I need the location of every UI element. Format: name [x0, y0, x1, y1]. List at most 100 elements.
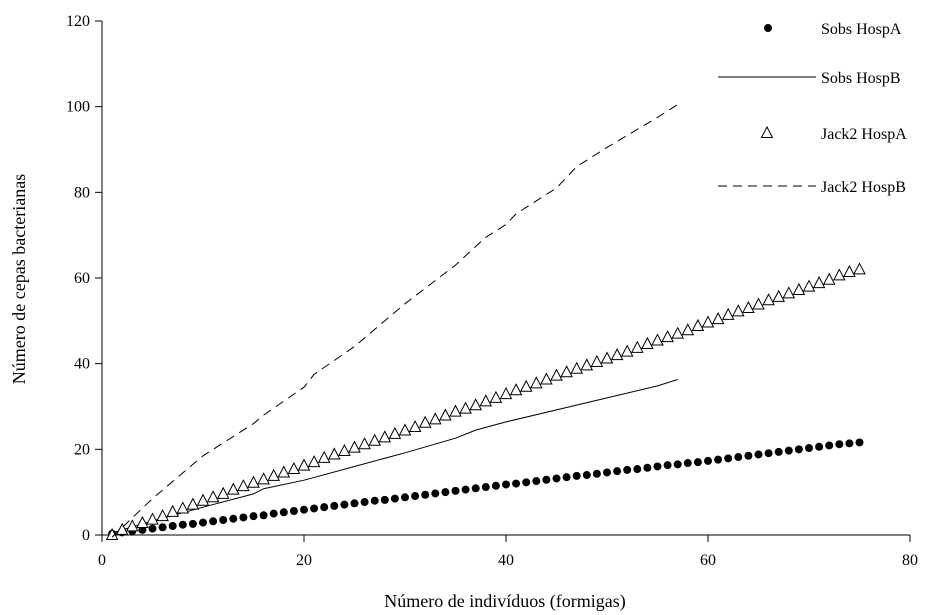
- data-point: [651, 333, 664, 346]
- data-point: [633, 465, 642, 474]
- data-point: [317, 450, 331, 463]
- data-point: [843, 264, 856, 278]
- data-point: [390, 494, 399, 503]
- data-point: [166, 504, 180, 517]
- data-point: [661, 330, 674, 343]
- data-point: [794, 445, 803, 454]
- y-tick-label: 20: [74, 441, 90, 458]
- data-point: [176, 501, 190, 514]
- data-point: [380, 495, 389, 504]
- data-point: [711, 312, 725, 325]
- data-point: [408, 419, 422, 433]
- data-point: [853, 262, 866, 275]
- data-point: [512, 479, 521, 488]
- data-point: [701, 315, 715, 328]
- series-jack2-hospb: [111, 104, 678, 538]
- data-point: [451, 486, 460, 495]
- data-point: [610, 348, 624, 361]
- data-point: [529, 376, 543, 389]
- data-point: [491, 481, 500, 490]
- data-point: [360, 498, 369, 507]
- data-point: [603, 468, 611, 477]
- data-point: [348, 440, 361, 453]
- data-point: [247, 475, 260, 488]
- data-point: [832, 268, 846, 281]
- data-point: [237, 479, 250, 492]
- data-point: [196, 493, 210, 506]
- series-sobs-hospa: [108, 438, 864, 538]
- data-point: [471, 484, 480, 493]
- data-point: [774, 447, 783, 456]
- data-point: [340, 500, 349, 509]
- data-point: [683, 459, 692, 468]
- data-point: [762, 293, 775, 306]
- data-point: [704, 456, 712, 465]
- legend-item: Sobs HospB: [718, 70, 901, 87]
- data-point: [784, 446, 793, 455]
- data-point: [560, 365, 573, 378]
- data-point: [398, 423, 412, 436]
- data-point: [148, 524, 157, 533]
- data-point: [279, 508, 288, 517]
- data-point: [754, 450, 763, 459]
- data-point: [267, 468, 281, 481]
- x-tick-label: 40: [498, 552, 514, 569]
- data-point: [845, 439, 854, 448]
- data-point: [136, 515, 149, 529]
- data-point: [216, 486, 230, 499]
- data-point: [441, 488, 450, 497]
- data-point: [239, 513, 248, 522]
- data-point: [421, 490, 430, 499]
- data-point: [552, 474, 561, 483]
- data-point: [562, 473, 571, 482]
- data-point: [219, 516, 228, 525]
- legend-label: Jack2 HospA: [821, 126, 907, 143]
- legend-label: Sobs HospA: [821, 21, 902, 38]
- data-point: [550, 368, 563, 381]
- data-point: [156, 509, 169, 522]
- y-tick-label: 0: [82, 527, 90, 544]
- data-point: [721, 307, 735, 320]
- data-point: [481, 483, 490, 492]
- data-point: [449, 404, 462, 417]
- data-point: [125, 519, 139, 532]
- series-sobs-hospb: [111, 379, 678, 534]
- data-point: [307, 455, 321, 468]
- data-point: [822, 272, 836, 285]
- data-point: [613, 467, 622, 476]
- data-point: [461, 485, 470, 494]
- data-point: [358, 437, 371, 450]
- data-point: [469, 398, 483, 411]
- x-tick-label: 0: [98, 552, 106, 569]
- data-point: [418, 415, 432, 428]
- data-point: [623, 465, 632, 474]
- data-point: [330, 501, 339, 510]
- y-tick-label: 60: [74, 270, 90, 287]
- data-point: [320, 503, 329, 512]
- legend-item: Sobs HospA: [764, 21, 902, 38]
- data-point: [297, 458, 311, 471]
- data-point: [479, 394, 493, 407]
- data-point: [802, 279, 816, 292]
- axes: 0 20 40 60 80 100 120 0 20 40 60 80: [66, 13, 918, 569]
- legend-marker: [764, 24, 772, 32]
- data-point: [724, 454, 733, 463]
- data-point: [459, 401, 472, 414]
- legend: Sobs HospA Sobs HospB Jack2 HospA Jack2 Hos…: [718, 21, 907, 196]
- y-tick-label: 100: [66, 99, 90, 116]
- x-axis-title: Número de indivíduos (formigas): [384, 591, 625, 612]
- data-point: [327, 447, 341, 460]
- data-point: [855, 438, 864, 447]
- data-point: [146, 512, 159, 525]
- data-point: [388, 426, 402, 439]
- x-tick-label: 60: [700, 552, 716, 569]
- legend-item: Jack2 HospA: [760, 125, 907, 143]
- data-point: [673, 460, 682, 469]
- series-layer: [105, 104, 866, 540]
- data-point: [570, 361, 584, 374]
- data-point: [540, 372, 553, 385]
- data-point: [115, 522, 129, 535]
- data-point: [731, 304, 745, 317]
- data-point: [653, 462, 662, 471]
- data-point: [368, 433, 382, 446]
